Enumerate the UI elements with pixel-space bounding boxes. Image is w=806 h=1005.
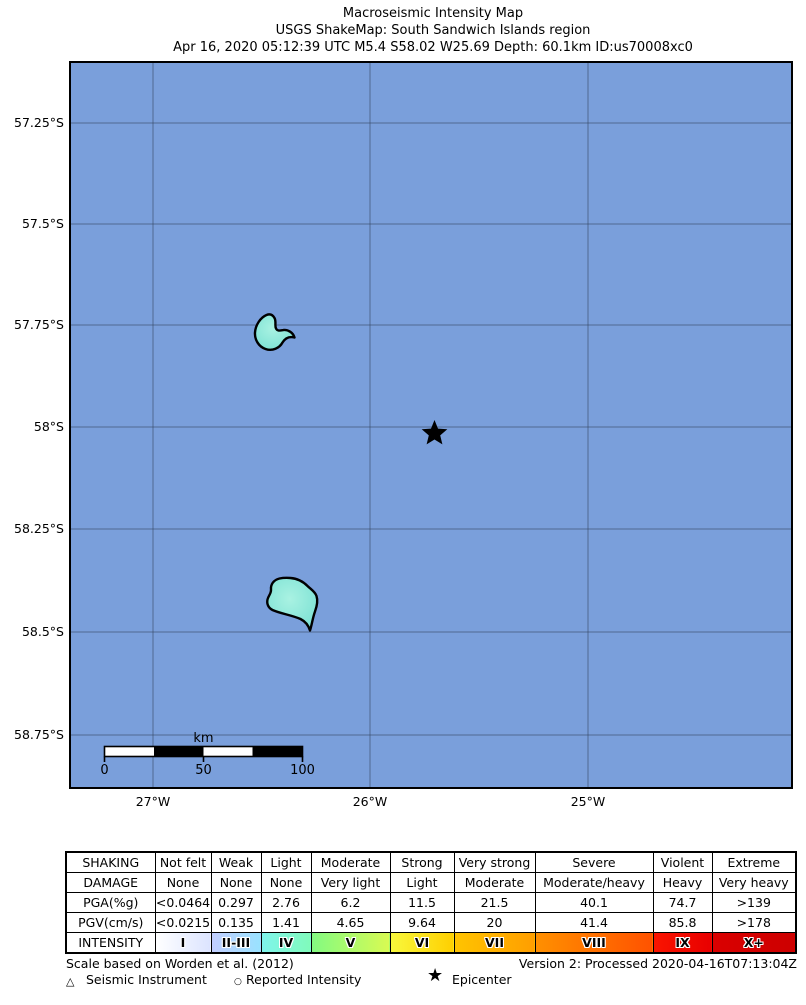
intensity-cell: VI: [389, 932, 455, 954]
table-cell: None: [260, 872, 312, 893]
intensity-cell: II-III: [210, 932, 262, 954]
table-cell: 1.41: [260, 912, 312, 933]
intensity-map: km 0 50 100: [69, 61, 793, 789]
table-cell: Very strong: [453, 851, 536, 873]
scale-bar-label-50: 50: [195, 763, 212, 778]
table-cell: 20: [453, 912, 536, 933]
seismic-instrument-label: Seismic Instrument: [86, 972, 207, 987]
epicenter-star-icon: [421, 420, 448, 445]
table-cell: Very heavy: [711, 872, 797, 893]
star-icon: ★: [427, 965, 444, 986]
scale-bar-label-0: 0: [100, 763, 108, 778]
row-header-intensity: INTENSITY: [65, 932, 156, 954]
table-cell: <0.0464: [154, 892, 212, 913]
latitude-gridlines: [71, 122, 791, 736]
lat-tick-label: 58°S: [33, 419, 64, 434]
lat-tick-label: 57.25°S: [14, 115, 64, 130]
lat-tick-label: 57.5°S: [21, 216, 64, 231]
row-header-shaking: SHAKING: [65, 851, 156, 873]
reported-intensity-label: Reported Intensity: [246, 972, 362, 987]
table-row-pgv: PGV(cm/s) <0.0215 0.135 1.41 4.65 9.64 2…: [65, 912, 797, 933]
epicenter-label: Epicenter: [452, 972, 512, 987]
table-cell: Moderate/heavy: [534, 872, 654, 893]
circle-icon: ○: [234, 977, 242, 987]
row-header-pga: PGA(%g): [65, 892, 156, 913]
island-north: [253, 313, 296, 352]
intensity-cell: I: [154, 932, 212, 954]
table-cell: None: [210, 872, 262, 893]
intensity-legend-table: SHAKING Not felt Weak Light Moderate Str…: [65, 851, 797, 954]
intensity-cell: IX: [652, 932, 713, 954]
table-cell: 40.1: [534, 892, 654, 913]
event-info-line: Apr 16, 2020 05:12:39 UTC M5.4 S58.02 W2…: [173, 40, 693, 55]
scale-bar-unit: km: [193, 731, 213, 746]
longitude-gridlines: [152, 63, 589, 787]
map-canvas: km 0 50 100: [71, 63, 791, 787]
table-cell: 2.76: [260, 892, 312, 913]
lat-tick-label: 58.75°S: [14, 727, 64, 742]
row-header-damage: DAMAGE: [65, 872, 156, 893]
table-row-damage: DAMAGE None None None Very light Light M…: [65, 872, 797, 893]
lon-tick-label: 25°W: [570, 794, 606, 809]
lat-tick-label: 58.25°S: [14, 521, 64, 536]
island-south: [266, 576, 319, 632]
table-cell: <0.0215: [154, 912, 212, 933]
table-cell: Very light: [310, 872, 391, 893]
table-cell: None: [154, 872, 212, 893]
table-cell: 85.8: [652, 912, 713, 933]
table-cell: Weak: [210, 851, 262, 873]
table-cell: 0.297: [210, 892, 262, 913]
table-cell: Moderate: [310, 851, 391, 873]
table-cell: Heavy: [652, 872, 713, 893]
table-cell: >178: [711, 912, 797, 933]
table-cell: 21.5: [453, 892, 536, 913]
table-row-intensity: INTENSITY I II-III IV V VI VII VIII IX X…: [65, 932, 797, 954]
intensity-cell: V: [310, 932, 391, 954]
table-cell: 11.5: [389, 892, 455, 913]
table-cell: Not felt: [154, 851, 212, 873]
scale-bar: km 0 50 100: [100, 731, 315, 778]
page-title: Macroseismic Intensity Map: [342, 6, 524, 21]
scale-bar-label-100: 100: [290, 763, 315, 778]
table-cell: 0.135: [210, 912, 262, 933]
table-cell: 74.7: [652, 892, 713, 913]
lon-tick-label: 27°W: [135, 794, 171, 809]
table-cell: Strong: [389, 851, 455, 873]
row-header-pgv: PGV(cm/s): [65, 912, 156, 933]
table-cell: 4.65: [310, 912, 391, 933]
table-cell: Light: [260, 851, 312, 873]
table-cell: >139: [711, 892, 797, 913]
table-cell: 9.64: [389, 912, 455, 933]
table-cell: 41.4: [534, 912, 654, 933]
lat-tick-label: 57.75°S: [14, 317, 64, 332]
scale-bar-ticks: [103, 756, 304, 762]
table-cell: Violent: [652, 851, 713, 873]
lon-tick-label: 26°W: [352, 794, 388, 809]
intensity-cell: X+: [711, 932, 797, 954]
table-cell: 6.2: [310, 892, 391, 913]
table-row-pga: PGA(%g) <0.0464 0.297 2.76 6.2 11.5 21.5…: [65, 892, 797, 913]
table-cell: Light: [389, 872, 455, 893]
table-cell: Moderate: [453, 872, 536, 893]
page-subtitle: USGS ShakeMap: South Sandwich Islands re…: [275, 23, 591, 38]
intensity-cell: VII: [453, 932, 536, 954]
title-block: Macroseismic Intensity Map USGS ShakeMap…: [60, 5, 806, 56]
table-row-shaking: SHAKING Not felt Weak Light Moderate Str…: [65, 851, 797, 873]
triangle-icon: △: [66, 975, 75, 988]
lat-tick-label: 58.5°S: [21, 624, 64, 639]
intensity-cell: IV: [260, 932, 312, 954]
scale-reference-note: Scale based on Worden et al. (2012): [66, 956, 294, 971]
intensity-cell: VIII: [534, 932, 654, 954]
table-cell: Extreme: [711, 851, 797, 873]
table-cell: Severe: [534, 851, 654, 873]
version-processed-note: Version 2: Processed 2020-04-16T07:13:04…: [518, 956, 797, 971]
